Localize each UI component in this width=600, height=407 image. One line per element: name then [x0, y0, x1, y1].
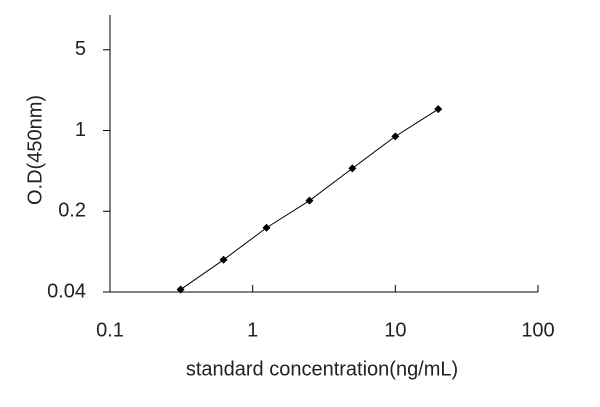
data-point — [391, 132, 400, 141]
data-point — [219, 255, 228, 264]
data-point — [305, 196, 314, 205]
y-axis-label: O.D(450nm) — [24, 95, 46, 205]
y-tick-label: 0.2 — [58, 200, 86, 222]
data-point — [348, 164, 357, 173]
x-tick-label: 0.1 — [96, 319, 124, 341]
data-point — [176, 285, 185, 294]
data-point — [434, 105, 443, 114]
y-tick-label: 1 — [75, 119, 86, 141]
x-tick-label: 100 — [521, 319, 554, 341]
x-tick-label: 1 — [247, 319, 258, 341]
x-tick-label: 10 — [384, 319, 406, 341]
y-tick-label: 0.04 — [47, 280, 86, 302]
x-axis-label: standard concentration(ng/mL) — [186, 358, 458, 380]
data-point — [262, 223, 271, 232]
y-tick-label: 5 — [75, 38, 86, 60]
